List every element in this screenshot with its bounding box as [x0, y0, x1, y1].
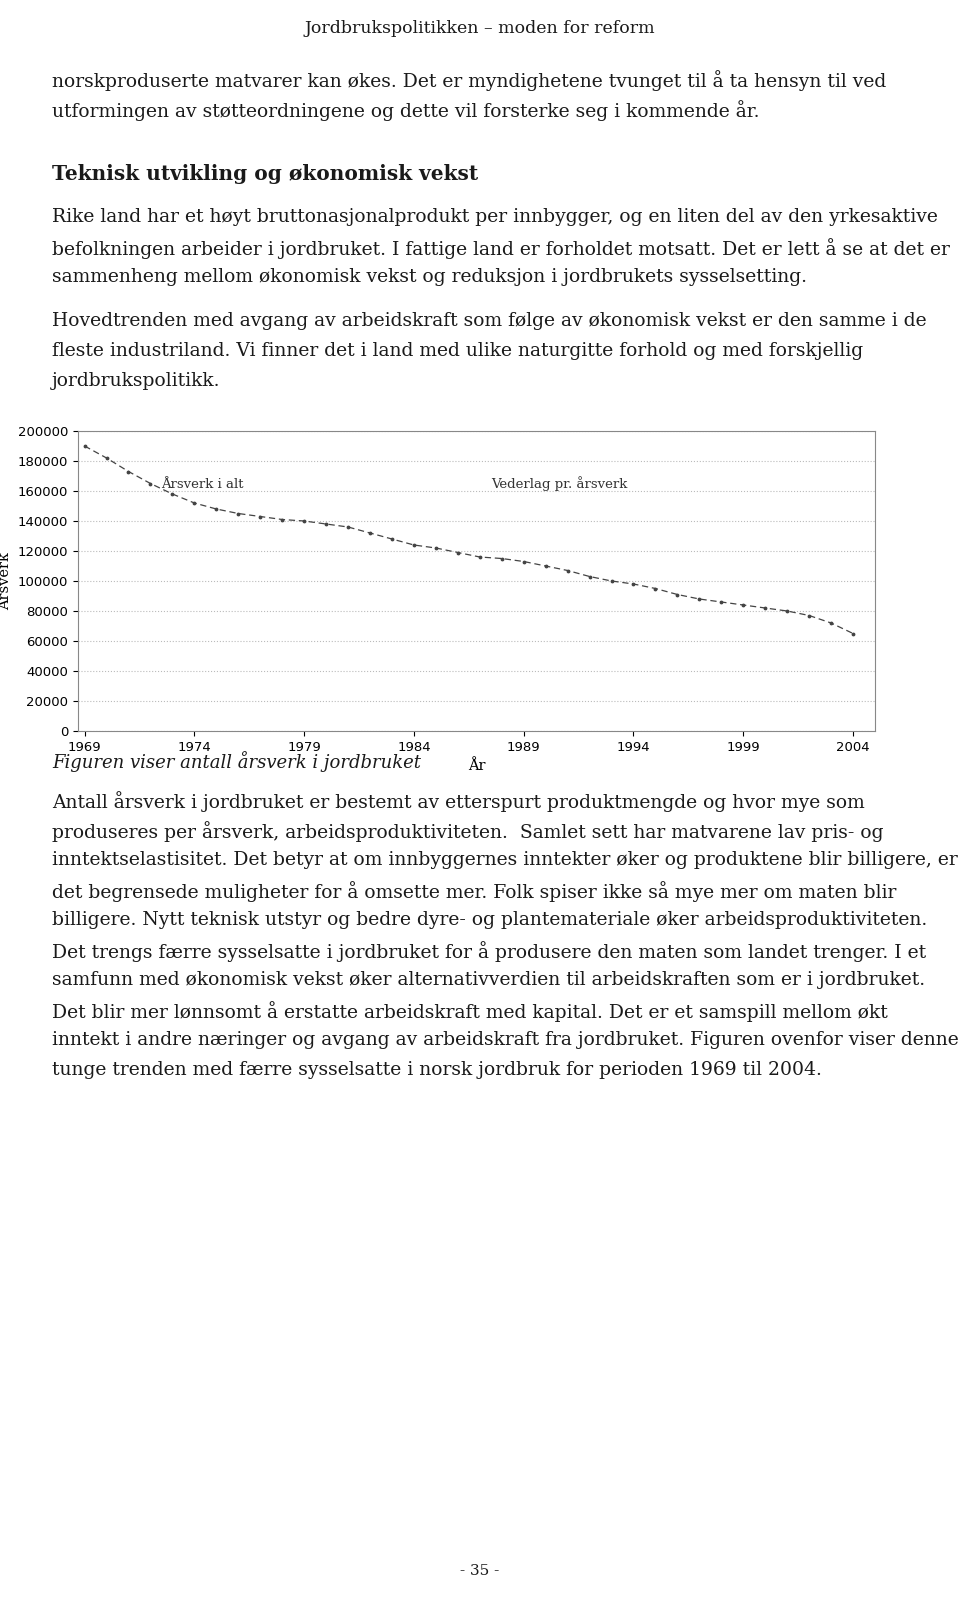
Text: utformingen av støtteordningene og dette vil forsterke seg i kommende år.: utformingen av støtteordningene og dette…	[52, 99, 759, 122]
Text: sammenheng mellom økonomisk vekst og reduksjon i jordbrukets sysselsetting.: sammenheng mellom økonomisk vekst og red…	[52, 267, 807, 286]
Text: - 35 -: - 35 -	[461, 1565, 499, 1578]
Text: samfunn med økonomisk vekst øker alternativverdien til arbeidskraften som er i j: samfunn med økonomisk vekst øker alterna…	[52, 971, 925, 989]
Text: inntektselastisitet. Det betyr at om innbyggernes inntekter øker og produktene b: inntektselastisitet. Det betyr at om inn…	[52, 851, 958, 869]
Text: Antall årsverk i jordbruket er bestemt av etterspurt produktmengde og hvor mye s: Antall årsverk i jordbruket er bestemt a…	[52, 790, 865, 811]
Text: Årsverk i alt: Årsverk i alt	[161, 478, 244, 491]
Text: Figuren viser antall årsverk i jordbruket: Figuren viser antall årsverk i jordbruke…	[52, 750, 421, 771]
Text: det begrensede muligheter for å omsette mer. Folk spiser ikke så mye mer om mate: det begrensede muligheter for å omsette …	[52, 882, 897, 902]
Text: Hovedtrenden med avgang av arbeidskraft som følge av økonomisk vekst er den samm: Hovedtrenden med avgang av arbeidskraft …	[52, 312, 926, 330]
Text: Rike land har et høyt bruttonasjonalprodukt per innbygger, og en liten del av de: Rike land har et høyt bruttonasjonalprod…	[52, 208, 938, 226]
Text: Jordbrukspolitikken – moden for reform: Jordbrukspolitikken – moden for reform	[304, 19, 656, 37]
Text: fleste industriland. Vi finner det i land med ulike naturgitte forhold og med fo: fleste industriland. Vi finner det i lan…	[52, 342, 863, 360]
Text: billigere. Nytt teknisk utstyr og bedre dyre- og plantemateriale øker arbeidspro: billigere. Nytt teknisk utstyr og bedre …	[52, 910, 927, 930]
Text: produseres per årsverk, arbeidsproduktiviteten.  Samlet sett har matvarene lav p: produseres per årsverk, arbeidsproduktiv…	[52, 821, 883, 842]
Text: befolkningen arbeider i jordbruket. I fattige land er forholdet motsatt. Det er : befolkningen arbeider i jordbruket. I fa…	[52, 238, 949, 259]
Text: Det blir mer lønnsomt å erstatte arbeidskraft med kapital. Det er et samspill me: Det blir mer lønnsomt å erstatte arbeids…	[52, 1002, 888, 1022]
Text: Teknisk utvikling og økonomisk vekst: Teknisk utvikling og økonomisk vekst	[52, 165, 478, 184]
Text: norskproduserte matvarer kan økes. Det er myndighetene tvunget til å ta hensyn t: norskproduserte matvarer kan økes. Det e…	[52, 70, 886, 91]
X-axis label: År: År	[468, 760, 485, 773]
Y-axis label: Årsverk: Årsverk	[0, 552, 12, 610]
Text: inntekt i andre næringer og avgang av arbeidskraft fra jordbruket. Figuren ovenf: inntekt i andre næringer og avgang av ar…	[52, 1030, 959, 1050]
Text: Vederlag pr. årsverk: Vederlag pr. årsverk	[491, 477, 627, 491]
Text: jordbrukspolitikk.: jordbrukspolitikk.	[52, 371, 221, 390]
Text: Det trengs færre sysselsatte i jordbruket for å produsere den maten som landet t: Det trengs færre sysselsatte i jordbruke…	[52, 941, 926, 962]
Text: tunge trenden med færre sysselsatte i norsk jordbruk for perioden 1969 til 2004.: tunge trenden med færre sysselsatte i no…	[52, 1061, 822, 1078]
